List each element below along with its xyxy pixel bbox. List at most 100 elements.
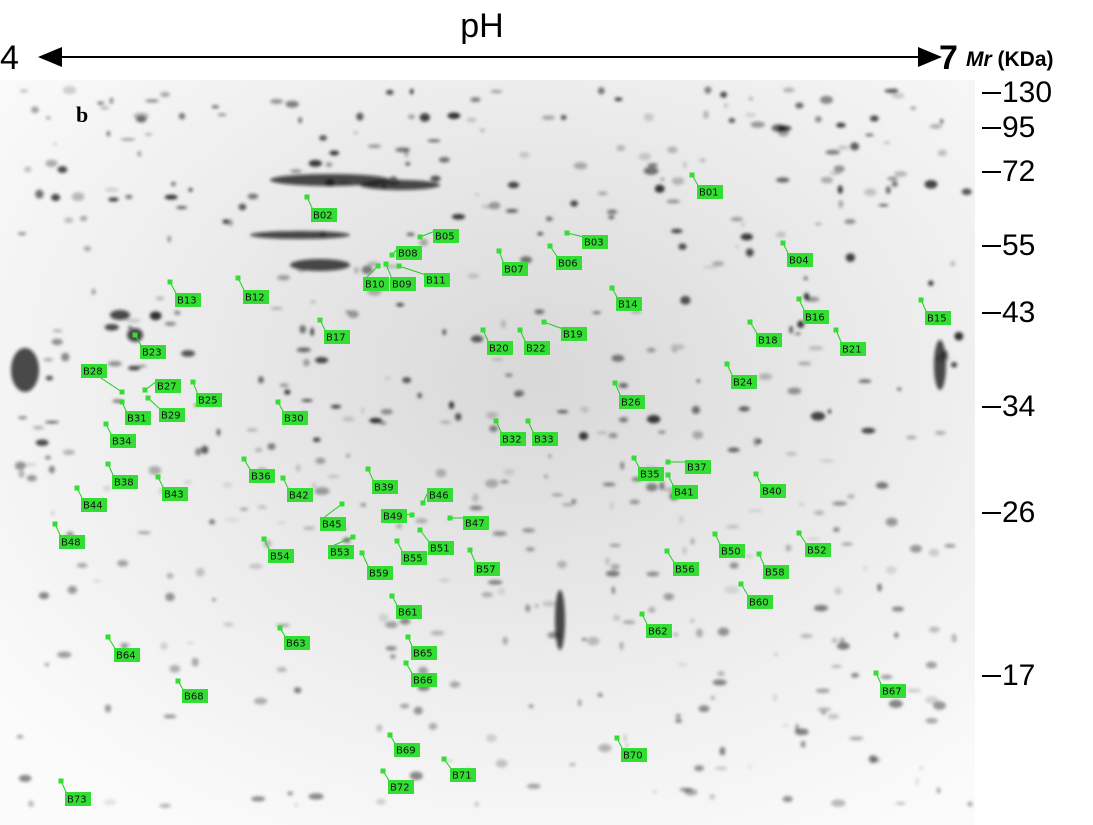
gel-spot: [581, 638, 587, 641]
gel-spot: [137, 365, 147, 368]
spot-tag: [760, 484, 786, 498]
gel-spot: [486, 411, 498, 420]
gel-spot: [919, 766, 924, 770]
spot-label: B53: [330, 548, 350, 559]
gel-spot: [308, 793, 324, 800]
gel-spot: [819, 459, 835, 463]
gel-spot: [611, 354, 625, 362]
gel-spot: [682, 546, 687, 555]
gel-spot: [654, 184, 665, 193]
gel-spot: [102, 485, 111, 491]
gel-spot: [560, 114, 567, 121]
spot-dot: [394, 538, 400, 544]
gel-spot: [31, 106, 39, 114]
spot-label: B14: [618, 300, 638, 311]
gel-spot: [63, 86, 77, 95]
spot-dot: [441, 756, 447, 762]
spot-dot: [405, 634, 411, 640]
gel-spot: [519, 151, 530, 159]
spot-label: B68: [184, 692, 204, 703]
gel-spot: [396, 303, 405, 307]
gel-spot: [928, 280, 934, 286]
gel-spot: [167, 235, 172, 243]
gel-spot: [541, 115, 556, 120]
spot-dot: [387, 732, 393, 738]
ph-end: 7: [939, 39, 958, 77]
gel-spot: [876, 482, 889, 490]
gel-spot: [481, 592, 494, 598]
gel-spot: [658, 430, 666, 434]
gel-spot: [630, 310, 642, 314]
gel-spot: [353, 130, 359, 135]
gel-spot: [287, 791, 293, 796]
spot-dot: [277, 625, 283, 631]
gel-spot: [712, 679, 727, 686]
gel-spot: [675, 718, 682, 723]
gel-spot: [831, 637, 839, 644]
spot-label: B70: [623, 751, 643, 762]
gel-spot: [148, 466, 162, 475]
gel-spot: [967, 801, 973, 807]
gel-spot: [211, 105, 220, 109]
spot-tag: [175, 293, 201, 307]
gel-spot: [222, 482, 233, 488]
gel-spot: [419, 238, 428, 246]
gel-spot: [551, 493, 564, 497]
gel-spot: [195, 447, 202, 457]
gel-spot: [270, 99, 283, 104]
spot-dot: [132, 332, 138, 338]
gel-spot: [428, 722, 438, 730]
gel-spot: [258, 376, 264, 384]
spot-label: B34: [112, 437, 132, 448]
gel-spot: [188, 187, 193, 193]
gel-spot: [430, 630, 445, 636]
gel-spot: [648, 607, 656, 613]
spot-dot: [833, 327, 839, 333]
gel-spot: [449, 681, 461, 688]
spot-tag: [616, 297, 642, 311]
gel-spot: [267, 443, 276, 450]
spot-label: B05: [435, 232, 455, 243]
gel-spot: [694, 765, 704, 772]
gel-spot: [954, 331, 964, 341]
spot-tag: [925, 311, 951, 325]
gel-spot: [829, 171, 842, 175]
gel-spot: [61, 352, 70, 362]
gel-spot: [798, 502, 805, 506]
gel-spot: [312, 437, 321, 443]
gel-spot: [606, 209, 618, 215]
gel-band: [555, 590, 565, 650]
gel-spot: [439, 420, 451, 424]
spot-label: B39: [374, 483, 394, 494]
gel-spot: [646, 347, 656, 353]
spot-dot: [403, 660, 409, 666]
gel-spot: [57, 651, 72, 658]
gel-spot: [479, 128, 485, 132]
gel-spot: [611, 586, 615, 595]
gel-spot: [837, 185, 843, 194]
gel-spot: [880, 674, 893, 680]
spot-tag: [81, 364, 107, 378]
spot-tag: [582, 235, 608, 249]
gel-spot: [502, 636, 508, 646]
gel-spot: [103, 799, 117, 806]
gel-spot: [26, 474, 37, 482]
gel-spot: [396, 523, 402, 529]
gel-spot: [625, 744, 629, 747]
gel-spot: [797, 320, 805, 329]
spot-label: B72: [390, 783, 410, 794]
spot-tag: [840, 342, 866, 356]
gel-spot: [191, 657, 199, 667]
gel-spot: [390, 654, 396, 660]
gel-spot: [92, 579, 102, 583]
gel-spot: [438, 578, 450, 583]
gel-spot: [303, 358, 310, 367]
gel-spot: [841, 542, 854, 546]
gel-spot: [163, 714, 177, 719]
gel-spot: [43, 358, 54, 362]
gel-spot: [675, 714, 681, 718]
gel-spot: [618, 417, 628, 423]
spot-label: B29: [161, 411, 181, 422]
gel-spot: [119, 642, 131, 648]
spot-dot: [389, 252, 395, 258]
